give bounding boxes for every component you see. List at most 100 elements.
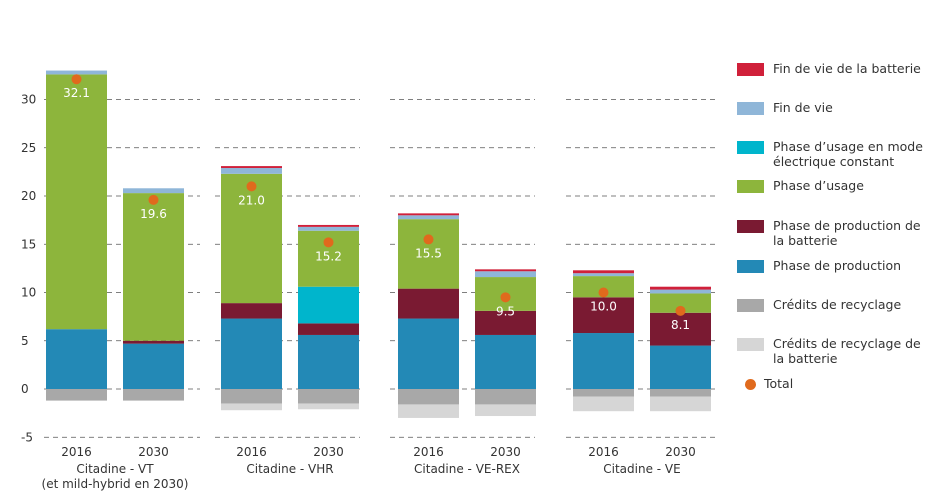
legend-item-fin-batterie: Fin de vie de la batterie [737,61,929,76]
bar-segment-usage [221,173,282,304]
total-marker [675,305,686,316]
bar-segment-fin-vie [221,168,282,174]
bar-segment-usage [573,276,634,298]
bar-segment-fin-batterie [298,224,359,227]
year-label: 2030 [313,445,344,459]
bar-segment-credits [650,389,711,397]
bar-segment-fin-batterie [650,286,711,290]
bar-segment-usage [123,193,184,341]
bar-segment-production [573,333,634,389]
total-label: 10.0 [590,300,617,314]
y-tick-label: -5 [21,430,33,444]
legend-item-fin-vie: Fin de vie [737,100,929,115]
y-tick-label: 10 [21,286,36,300]
total-marker [500,292,511,303]
bar-segment-credits [123,389,184,401]
legend-label: Fin de vie [773,100,833,115]
group-label: Citadine - VE [603,462,680,476]
legend-item-production: Phase de production [737,258,929,273]
total-marker [246,181,257,192]
bar-segment-credits [398,389,459,405]
bar-segment-prod-batterie [221,303,282,319]
legend-item-usage-elec: Phase d’usage en mode électrique constan… [737,139,929,169]
bar-segment-usage [398,219,459,289]
total-marker [148,194,159,205]
group-label: (et mild-hybrid en 2030) [42,477,189,491]
legend-swatch [737,260,764,273]
bar-segment-fin-vie [475,271,536,278]
bar-segment-prod-batterie [298,323,359,335]
total-label: 9.5 [496,304,515,318]
legend-item-total: Total [737,376,920,391]
year-label: 2030 [490,445,521,459]
total-label: 21.0 [238,193,265,207]
bar-segment-production [46,329,107,389]
bar-segment-credits-batterie [221,403,282,411]
bar-segment-production [398,318,459,389]
bar-segment-production [221,318,282,389]
year-label: 2030 [665,445,696,459]
total-marker [598,287,609,298]
legend-swatch [737,63,764,76]
legend-swatch [737,338,764,351]
bar-segment-prod-batterie [573,297,634,334]
bar-segment-fin-vie [398,215,459,220]
total-marker [71,74,82,85]
bar-segment-credits [573,389,634,397]
total-label: 8.1 [671,318,690,332]
bar-segment-credits [298,389,359,404]
bar-segment-fin-vie [46,70,107,75]
y-tick-label: 5 [21,334,29,348]
bar-segment-production [650,345,711,389]
bar-segment-fin-vie [298,226,359,231]
legend-label: Crédits de recyclage de la batterie [773,336,921,366]
year-label: 2016 [413,445,444,459]
bar-segment-prod-batterie [398,288,459,319]
group-label: Citadine - VT [76,462,154,476]
bar-segment-credits [221,389,282,404]
legend-swatch [737,220,764,233]
bar-segment-usage-elec [298,286,359,324]
legend-item-usage: Phase d’usage [737,178,929,193]
bar-segment-fin-vie [650,289,711,294]
legend-swatch [737,102,764,115]
bar-segment-credits-batterie [475,404,536,417]
total-label: 15.2 [315,249,342,263]
bar-segment-production [298,334,359,389]
legend-label: Fin de vie de la batterie [773,61,921,76]
legend-label: Total [764,376,794,391]
total-label: 32.1 [63,86,90,100]
legend-label: Phase de production de la batterie [773,218,921,248]
bar-segment-production [123,343,184,389]
bar-segment-fin-batterie [398,213,459,216]
legend-swatch [737,180,764,193]
y-tick-label: 20 [21,189,36,203]
bar-segment-usage [46,74,107,330]
bar-segment-fin-batterie [221,166,282,169]
bar-segment-credits-batterie [650,396,711,412]
legend-label: Phase d’usage en mode électrique constan… [773,139,923,169]
legend-swatch [737,141,764,154]
legend-swatch [737,299,764,312]
total-label: 19.6 [140,207,167,221]
legend-item-credits: Crédits de recyclage [737,297,929,312]
group-label: Citadine - VE-REX [414,462,520,476]
bar-segment-prod-batterie [123,340,184,344]
bar-segment-credits-batterie [573,396,634,412]
bar-segment-fin-vie [573,273,634,277]
y-tick-label: 15 [21,237,36,251]
y-tick-label: 30 [21,93,36,107]
y-tick-label: 0 [21,382,29,396]
legend-label: Phase de production [773,258,902,273]
bar-segment-fin-batterie [475,269,536,272]
legend-item-prod-batterie: Phase de production de la batterie [737,218,929,248]
bar-segment-fin-batterie [573,270,634,274]
total-marker [323,237,334,248]
y-tick-label: 25 [21,141,36,155]
year-label: 2016 [588,445,619,459]
bar-segment-credits [475,389,536,405]
total-marker [423,234,434,245]
legend-label: Phase d’usage [773,178,864,193]
legend-label: Crédits de recyclage [773,297,902,312]
